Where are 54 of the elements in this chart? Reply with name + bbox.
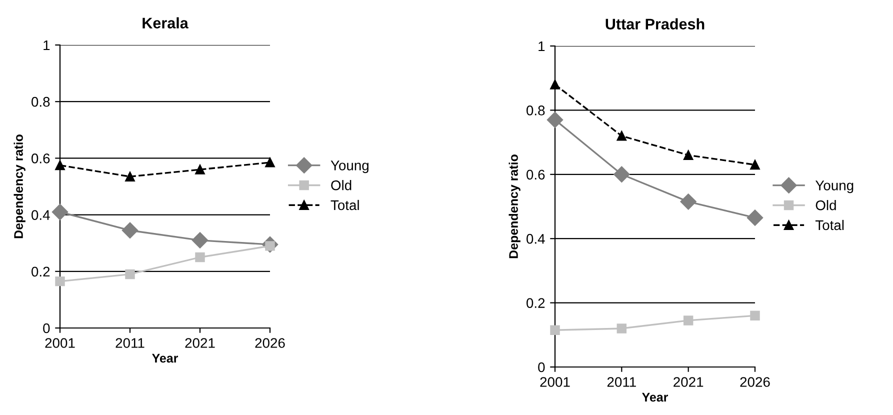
x-tick-label: 2026 bbox=[255, 338, 285, 348]
legend-label: Young bbox=[815, 180, 854, 194]
point bbox=[546, 112, 564, 128]
chart-title: Kerala bbox=[142, 17, 188, 28]
y-tick-label: 0.4 bbox=[32, 210, 50, 220]
point bbox=[125, 172, 135, 182]
point bbox=[616, 131, 627, 141]
y-tick-label: 0.6 bbox=[32, 154, 50, 164]
legend-label: Old bbox=[816, 200, 836, 210]
x-axis-title: Year bbox=[152, 354, 178, 363]
legend-label: Total bbox=[330, 200, 359, 210]
legend-label: Old bbox=[331, 180, 352, 190]
y-tick-label: 0.6 bbox=[526, 170, 545, 180]
x-tick-label: 2021 bbox=[185, 338, 215, 348]
point bbox=[683, 316, 694, 326]
point bbox=[680, 194, 696, 210]
x-tick-label: 2021 bbox=[674, 377, 704, 387]
point bbox=[195, 252, 205, 262]
x-axis-title: Year bbox=[642, 392, 668, 402]
y-tick-label: 1 bbox=[44, 40, 50, 50]
point bbox=[550, 325, 560, 335]
point bbox=[192, 232, 208, 248]
point bbox=[750, 160, 760, 170]
point bbox=[265, 158, 275, 168]
x-tick-label: 2011 bbox=[116, 338, 144, 348]
point bbox=[683, 150, 694, 160]
x-tick-label: 2001 bbox=[540, 377, 570, 387]
point bbox=[550, 80, 560, 90]
point bbox=[122, 222, 138, 238]
x-tick-label: 2011 bbox=[607, 377, 636, 387]
point bbox=[750, 310, 760, 320]
legend-label: Young bbox=[330, 160, 368, 174]
point bbox=[195, 164, 205, 174]
x-tick-label: 2001 bbox=[45, 338, 75, 348]
y-tick-label: 0 bbox=[538, 362, 545, 372]
point bbox=[746, 210, 764, 226]
point bbox=[55, 276, 65, 286]
point bbox=[614, 166, 630, 182]
chart-title: Uttar Pradesh bbox=[606, 18, 704, 30]
y-tick-label: 0.2 bbox=[526, 298, 545, 308]
point bbox=[616, 324, 627, 334]
point bbox=[52, 204, 68, 220]
y-tick-label: 0 bbox=[43, 323, 50, 334]
x-tick-label: 2026 bbox=[740, 377, 770, 387]
y-tick-label: 0.2 bbox=[32, 266, 50, 277]
y-tick-label: 0.8 bbox=[32, 96, 50, 107]
y-axis-title: Dependency ratio bbox=[508, 154, 520, 258]
y-tick-label: 1 bbox=[538, 41, 545, 52]
point bbox=[125, 269, 135, 280]
y-tick-label: 0.8 bbox=[526, 106, 545, 116]
y-axis-title: Dependency ratio bbox=[14, 134, 26, 238]
point bbox=[55, 160, 65, 170]
legend-label: Total bbox=[815, 220, 844, 230]
y-tick-label: 0.4 bbox=[526, 234, 545, 244]
